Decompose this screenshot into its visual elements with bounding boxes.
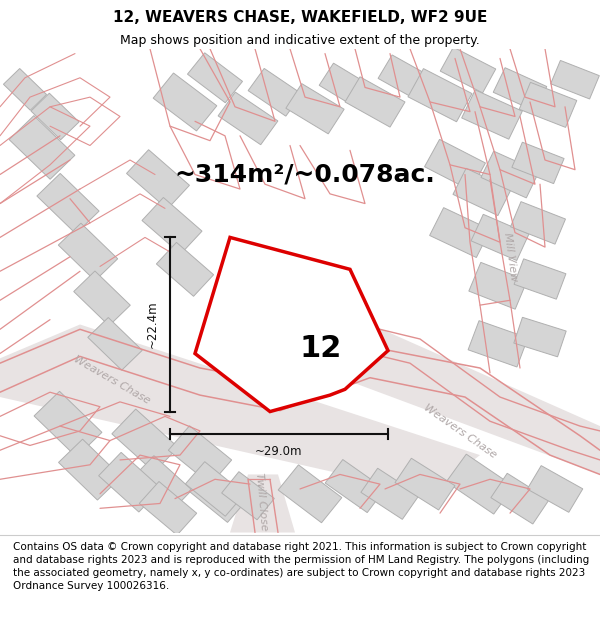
Polygon shape — [112, 409, 178, 472]
Polygon shape — [519, 82, 577, 127]
Polygon shape — [187, 52, 242, 102]
Polygon shape — [153, 73, 217, 131]
Polygon shape — [169, 426, 232, 484]
Text: ~29.0m: ~29.0m — [255, 445, 303, 458]
Polygon shape — [481, 151, 539, 198]
Polygon shape — [278, 465, 342, 522]
Polygon shape — [446, 454, 514, 514]
Polygon shape — [221, 472, 274, 520]
Polygon shape — [527, 466, 583, 512]
Polygon shape — [471, 214, 529, 261]
Polygon shape — [189, 469, 247, 522]
Text: Twill Close: Twill Close — [254, 472, 269, 531]
Polygon shape — [514, 318, 566, 357]
Polygon shape — [395, 458, 455, 510]
Text: Map shows position and indicative extent of the property.: Map shows position and indicative extent… — [120, 34, 480, 47]
Polygon shape — [361, 468, 419, 519]
Polygon shape — [98, 452, 161, 512]
Polygon shape — [248, 68, 302, 116]
Polygon shape — [469, 262, 527, 309]
Polygon shape — [511, 202, 565, 244]
Polygon shape — [139, 481, 197, 535]
Polygon shape — [345, 77, 405, 127]
Polygon shape — [74, 271, 130, 326]
Polygon shape — [88, 318, 142, 370]
Polygon shape — [58, 223, 118, 281]
Polygon shape — [0, 324, 480, 494]
Polygon shape — [9, 116, 75, 179]
Polygon shape — [59, 439, 121, 500]
Polygon shape — [461, 90, 523, 139]
Polygon shape — [185, 462, 245, 516]
Polygon shape — [491, 473, 549, 524]
Polygon shape — [425, 139, 485, 191]
Polygon shape — [493, 68, 547, 111]
Text: Weavers Chase: Weavers Chase — [72, 354, 152, 406]
Polygon shape — [142, 198, 202, 254]
Polygon shape — [4, 69, 47, 110]
Polygon shape — [468, 321, 528, 367]
Text: 12: 12 — [300, 334, 343, 363]
Polygon shape — [430, 208, 490, 258]
Polygon shape — [340, 319, 600, 474]
Polygon shape — [408, 69, 472, 122]
Polygon shape — [230, 474, 295, 532]
Text: Weavers Chase: Weavers Chase — [422, 402, 498, 460]
Polygon shape — [514, 259, 566, 299]
Polygon shape — [132, 456, 192, 512]
Polygon shape — [218, 92, 278, 145]
Polygon shape — [325, 459, 385, 512]
Text: 12, WEAVERS CHASE, WAKEFIELD, WF2 9UE: 12, WEAVERS CHASE, WAKEFIELD, WF2 9UE — [113, 10, 487, 25]
Polygon shape — [157, 242, 214, 296]
Text: Contains OS data © Crown copyright and database right 2021. This information is : Contains OS data © Crown copyright and d… — [13, 542, 589, 591]
Polygon shape — [378, 55, 432, 101]
Text: Mill View: Mill View — [502, 232, 518, 282]
Polygon shape — [453, 168, 511, 216]
Polygon shape — [286, 84, 344, 134]
Polygon shape — [551, 61, 599, 99]
Polygon shape — [319, 63, 371, 108]
Polygon shape — [195, 238, 388, 411]
Polygon shape — [127, 150, 190, 209]
Polygon shape — [34, 391, 102, 457]
Polygon shape — [31, 93, 79, 140]
Polygon shape — [512, 142, 564, 184]
Polygon shape — [37, 174, 99, 234]
Polygon shape — [440, 47, 496, 93]
Text: ~314m²/~0.078ac.: ~314m²/~0.078ac. — [175, 162, 436, 186]
Text: ~22.4m: ~22.4m — [146, 301, 158, 348]
